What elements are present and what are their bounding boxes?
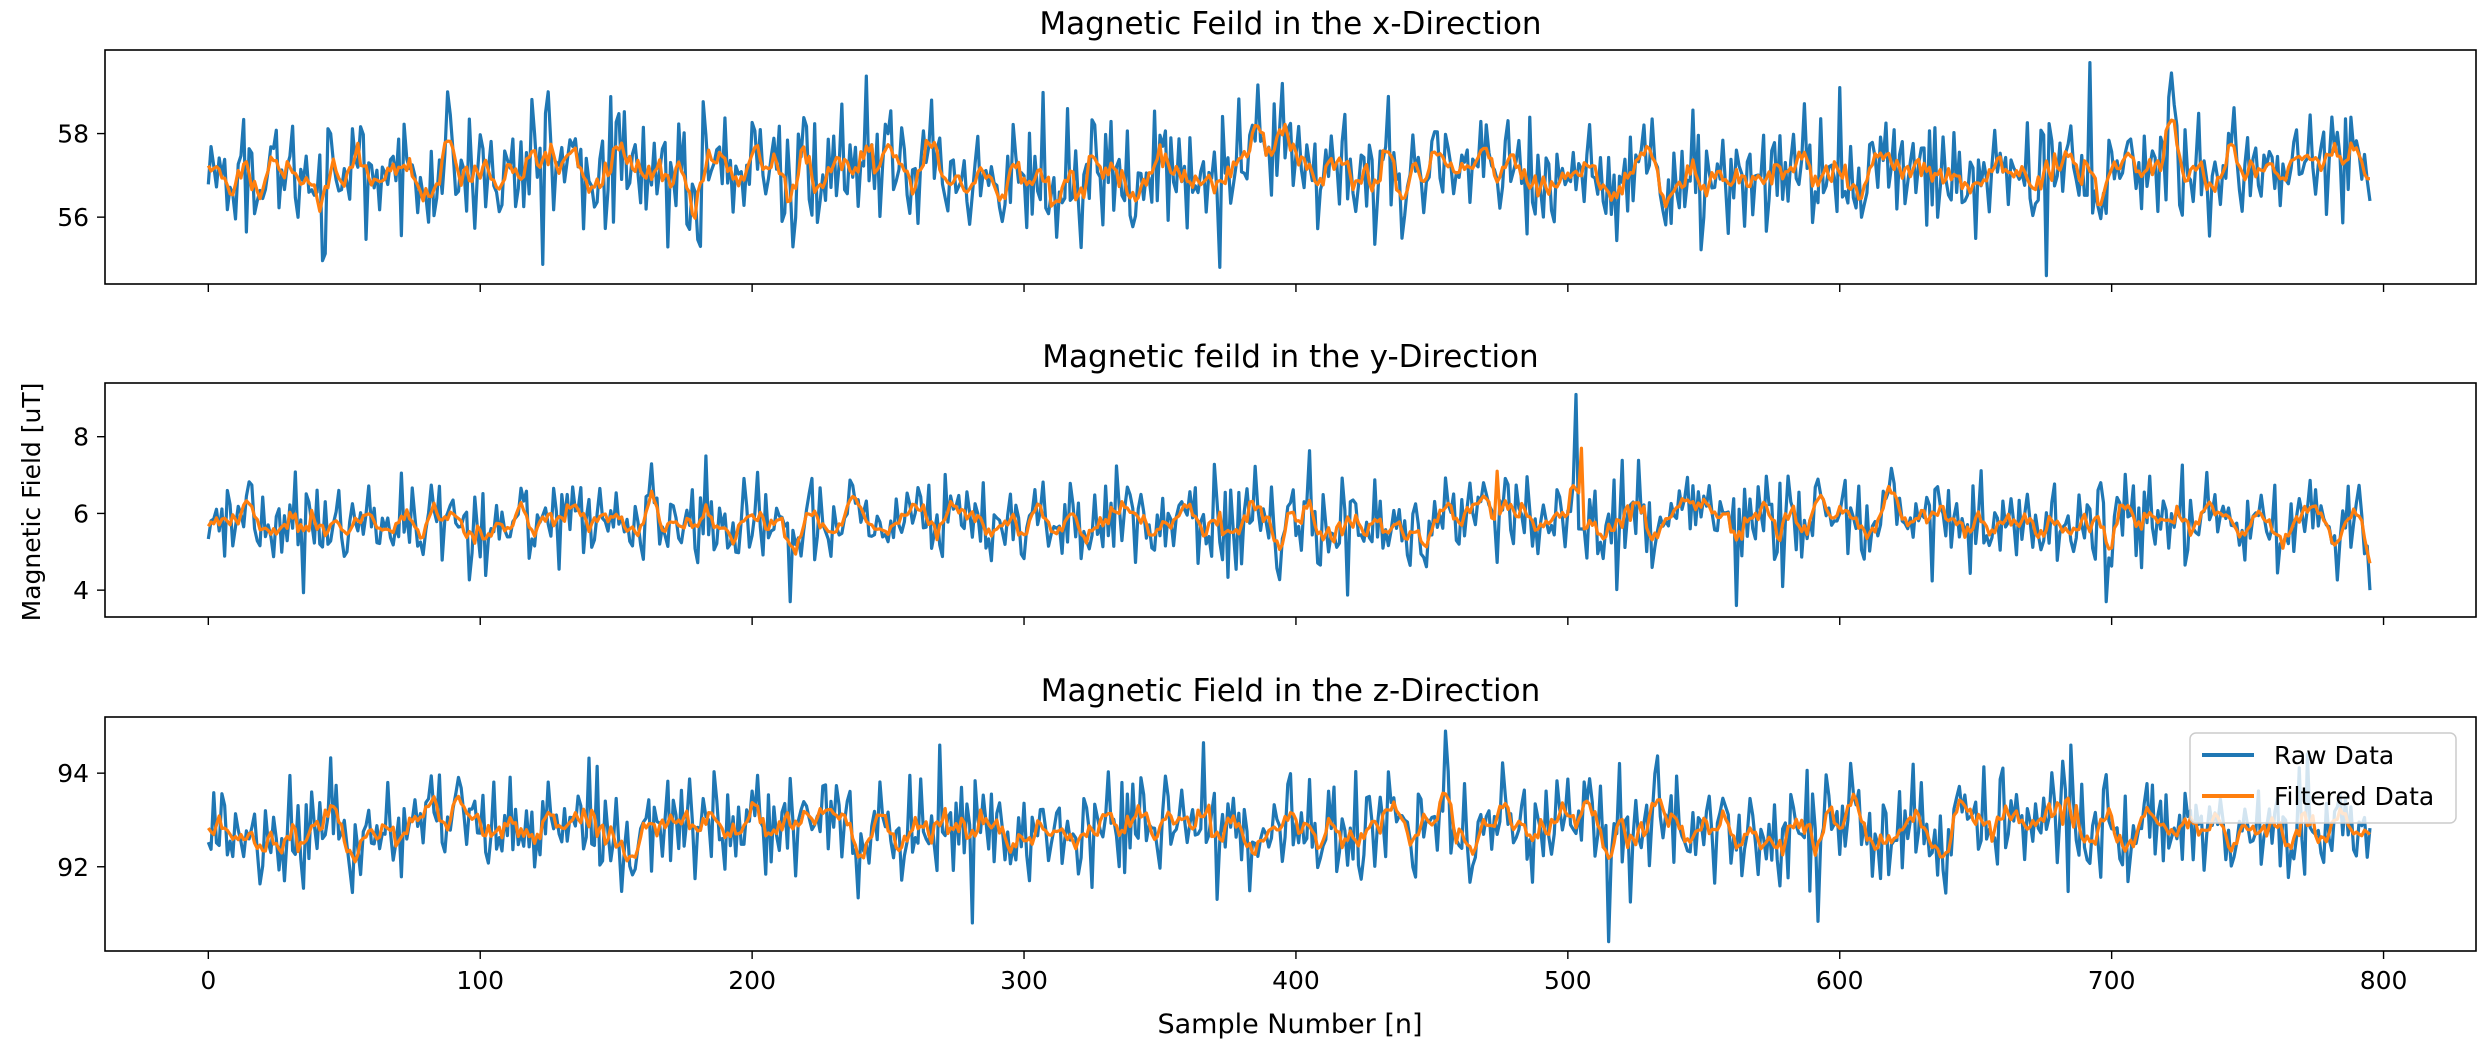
y-tick-label: 56 bbox=[57, 203, 89, 232]
y-tick-label: 4 bbox=[73, 576, 89, 605]
panel-y: Magnetic feild in the y-Direction 4 6 8 bbox=[73, 339, 2477, 625]
y-tick-label: 92 bbox=[57, 853, 89, 882]
panel-x-title: Magnetic Feild in the x-Direction bbox=[1039, 6, 1541, 42]
legend-box bbox=[2189, 732, 2457, 824]
x-tick-label: 300 bbox=[1000, 966, 1048, 995]
x-axis-label: Sample Number [n] bbox=[1157, 1009, 1422, 1040]
panel-z-title: Magnetic Field in the z-Direction bbox=[1041, 673, 1541, 709]
x-tick-label: 400 bbox=[1272, 966, 1320, 995]
x-tick-label: 200 bbox=[728, 966, 776, 995]
legend-raw-label: Raw Data bbox=[2274, 741, 2394, 770]
series-filtered-x bbox=[206, 118, 2371, 220]
x-tick-label: 700 bbox=[2088, 966, 2136, 995]
legend-filtered-label: Filtered Data bbox=[2274, 782, 2434, 811]
panel-y-title: Magnetic feild in the y-Direction bbox=[1042, 339, 1538, 375]
series-raw-y bbox=[206, 392, 2372, 608]
panel-z-frame bbox=[104, 716, 2477, 952]
series-filtered-z bbox=[207, 791, 2371, 864]
panel-y-frame bbox=[104, 382, 2477, 618]
x-tick-label: 0 bbox=[200, 966, 216, 995]
panel-x-frame bbox=[104, 49, 2477, 285]
series-raw-x bbox=[206, 60, 2372, 278]
y-tick-label: 8 bbox=[73, 423, 89, 452]
y-tick-label: 94 bbox=[57, 759, 89, 788]
legend: Raw Data Filtered Data bbox=[2189, 732, 2457, 824]
x-tick-label: 800 bbox=[2360, 966, 2408, 995]
y-tick-label: 6 bbox=[73, 499, 89, 528]
x-tick-label: 100 bbox=[456, 966, 504, 995]
y-axis-label: Magnetic Field [uT] bbox=[17, 383, 46, 622]
series-filtered-y bbox=[206, 446, 2372, 564]
panel-z: Magnetic Field in the z-Direction 0 100 200… bbox=[57, 673, 2477, 995]
x-tick-label: 600 bbox=[1816, 966, 1864, 995]
y-tick-label: 58 bbox=[57, 120, 89, 149]
x-tick-label: 500 bbox=[1544, 966, 1592, 995]
panel-x: Magnetic Feild in the x-Direction 56 58 bbox=[57, 6, 2477, 292]
